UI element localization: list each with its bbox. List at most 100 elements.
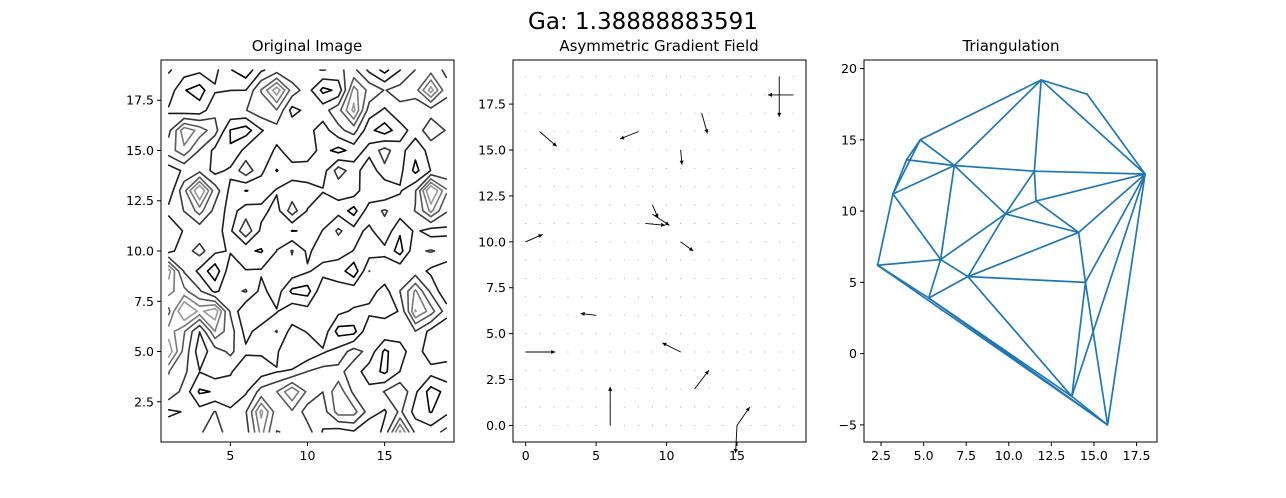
grid-point (539, 388, 541, 390)
grid-point (539, 222, 541, 225)
grid-point (651, 277, 654, 280)
grid-point (637, 424, 639, 427)
grid-point (708, 351, 710, 353)
quiver-y-tick-label: 17.5 (478, 97, 506, 112)
grid-point (778, 406, 780, 408)
grid-point (764, 424, 766, 427)
grid-point (595, 75, 597, 78)
grid-point (637, 112, 639, 114)
grid-point (567, 112, 569, 114)
grid-point (539, 241, 541, 243)
grid-point (665, 204, 668, 206)
grid-point (553, 94, 555, 96)
grid-point (764, 204, 766, 206)
grid-point (736, 351, 738, 353)
grid-point (525, 149, 527, 151)
grid-point (736, 314, 738, 316)
grid-point (581, 277, 583, 280)
grid-point (567, 222, 569, 225)
contour-x-tick-label: 15 (377, 448, 393, 463)
triangulation-edge (876, 193, 894, 267)
triangulation-edge (953, 164, 1036, 173)
grid-point (581, 131, 583, 133)
grid-point (525, 112, 527, 114)
quiver-plot (525, 75, 794, 454)
panel-1-axes: 5 10 15 2.5 5.0 7.5 10.0 12.5 15.0 17.5 (126, 93, 392, 463)
grid-point (553, 388, 555, 390)
contour-plot (167, 69, 448, 433)
grid-point (581, 296, 583, 298)
grid-point (553, 406, 555, 408)
grid-point (581, 369, 583, 371)
grid-point (708, 241, 710, 243)
quiver-arrow (652, 204, 659, 219)
contour-y-tick-label: 2.5 (134, 394, 154, 409)
grid-point (736, 131, 738, 133)
grid-point (722, 369, 724, 371)
quiver-arrow (733, 425, 738, 454)
grid-point (680, 369, 682, 371)
grid-point (792, 314, 794, 316)
grid-point (750, 388, 752, 390)
grid-point (792, 259, 794, 261)
grid-point (778, 351, 780, 353)
grid-point (567, 314, 569, 316)
grid-point (637, 94, 639, 96)
grid-point (539, 75, 541, 78)
grid-point (792, 222, 794, 225)
triangulation-edge (967, 213, 1007, 278)
grid-point (609, 204, 611, 206)
grid-point (708, 131, 710, 133)
grid-point (623, 222, 625, 225)
grid-point (553, 167, 555, 169)
grid-point (567, 296, 569, 298)
grid-point (708, 424, 710, 427)
grid-point (708, 333, 710, 335)
grid-point (539, 186, 541, 188)
grid-point (623, 406, 625, 408)
grid-point (609, 351, 611, 353)
grid-point (567, 131, 569, 133)
triangulation-y-tick-label: 5 (849, 275, 857, 290)
contour-level-line (167, 72, 448, 433)
grid-point (651, 369, 654, 371)
grid-point (764, 296, 766, 298)
grid-point (595, 149, 597, 151)
grid-point (553, 131, 555, 133)
contour-x-tick-label: 5 (226, 448, 234, 463)
grid-point (778, 388, 780, 390)
grid-point (736, 222, 738, 225)
grid-point (694, 94, 696, 96)
grid-point (750, 94, 752, 96)
grid-point (553, 314, 555, 316)
grid-point (792, 424, 794, 427)
grid-point (581, 241, 583, 243)
grid-point (778, 333, 780, 335)
grid-point (651, 259, 654, 261)
grid-point (595, 369, 597, 371)
grid-point (722, 94, 724, 96)
triangulation-y-tick-label: 20 (841, 61, 857, 76)
grid-point (694, 424, 696, 427)
grid-point (792, 75, 794, 78)
grid-point (736, 369, 738, 371)
grid-point (595, 94, 597, 96)
grid-point (651, 406, 654, 408)
grid-point (778, 314, 780, 316)
grid-point (567, 259, 569, 261)
grid-point (637, 167, 639, 169)
grid-point (680, 259, 682, 261)
grid-point (525, 277, 527, 280)
grid-point (736, 204, 738, 206)
quiver-arrow (680, 241, 694, 252)
grid-point (567, 241, 569, 243)
contour-y-tick-label: 7.5 (134, 294, 154, 309)
grid-point (665, 369, 668, 371)
quiver-x-tick-label: 10 (659, 448, 675, 463)
grid-point (623, 131, 625, 133)
grid-point (764, 277, 766, 280)
grid-point (708, 94, 710, 96)
grid-point (567, 424, 569, 427)
quiver-arrow (652, 213, 670, 226)
grid-point (694, 296, 696, 298)
